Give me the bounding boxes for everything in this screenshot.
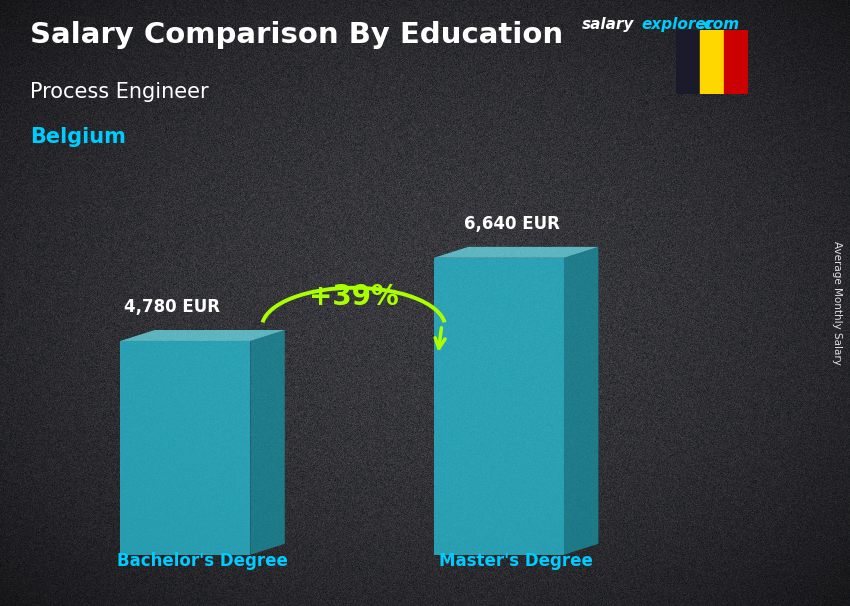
Text: Bachelor's Degree: Bachelor's Degree [117,551,288,570]
Text: Average Monthly Salary: Average Monthly Salary [832,241,842,365]
Text: salary: salary [582,17,635,32]
Text: Salary Comparison By Education: Salary Comparison By Education [30,21,563,49]
Bar [700,30,724,94]
Text: Master's Degree: Master's Degree [439,551,593,570]
Text: 4,780 EUR: 4,780 EUR [124,298,220,316]
Polygon shape [434,247,598,258]
Polygon shape [250,330,285,554]
Polygon shape [121,330,285,341]
Text: .com: .com [699,17,740,32]
Text: +39%: +39% [309,284,399,311]
Text: Process Engineer: Process Engineer [30,82,208,102]
Polygon shape [121,341,250,554]
Text: explorer: explorer [642,17,714,32]
Polygon shape [434,258,564,554]
Bar [724,30,748,94]
Bar [676,30,700,94]
Text: 6,640 EUR: 6,640 EUR [464,215,560,233]
Polygon shape [564,247,598,554]
Text: Belgium: Belgium [30,127,126,147]
